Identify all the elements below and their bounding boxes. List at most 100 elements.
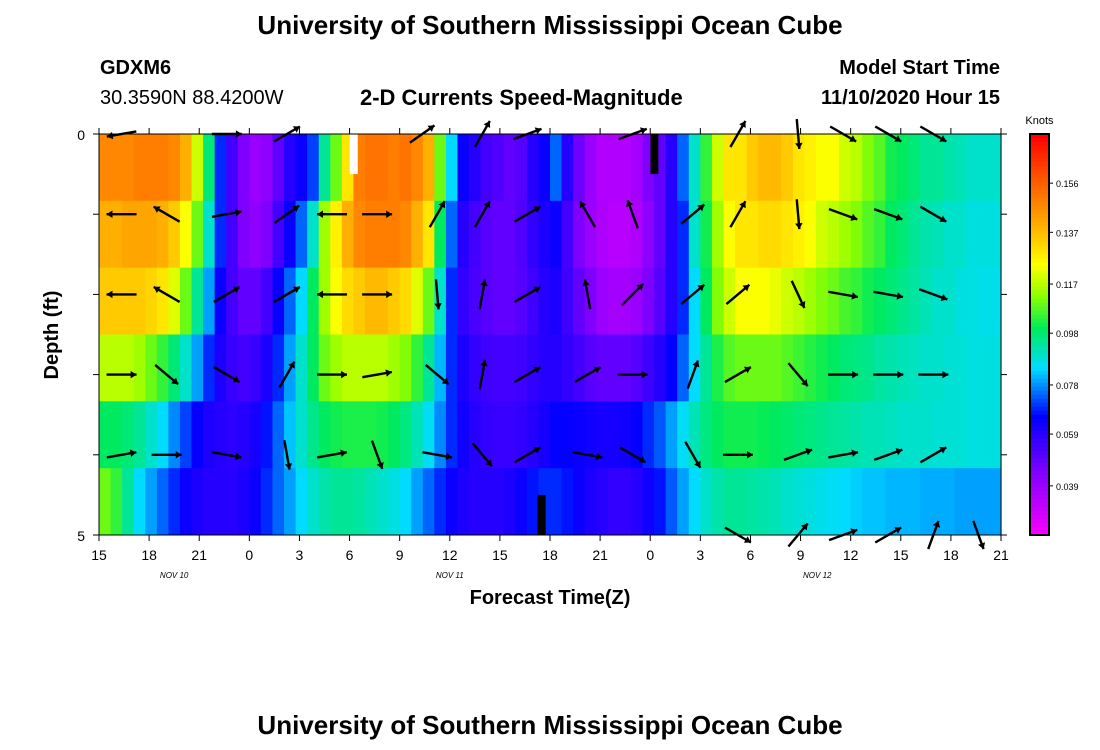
heatmap-cell: [260, 334, 274, 402]
heatmap-cell: [711, 334, 725, 402]
heatmap-cell: [295, 200, 308, 269]
vector-head: [694, 460, 701, 468]
current-vector: [617, 370, 648, 379]
heatmap-cell: [665, 200, 678, 269]
current-vector: [424, 364, 450, 386]
heatmap-cell: [885, 267, 898, 335]
heatmap-cell: [399, 200, 412, 269]
heatmap-cell: [353, 200, 366, 269]
heatmap-cell: [746, 334, 759, 402]
heatmap-cell: [561, 200, 574, 269]
colorbar-segment: [1030, 410, 1049, 416]
heatmap-cell: [110, 468, 123, 536]
colorbar-segment: [1030, 382, 1049, 388]
missing-data-marker: [349, 134, 358, 175]
heatmap-cell: [145, 267, 158, 335]
missing-data-markers: [349, 134, 659, 535]
heatmap-cell: [203, 267, 216, 335]
heatmap-cell: [792, 401, 806, 469]
heatmap-cell: [307, 134, 320, 202]
vector-head: [533, 286, 541, 294]
vector-head: [743, 366, 751, 374]
vector-head: [939, 447, 947, 454]
vector-head: [894, 527, 902, 534]
heatmap-cell: [307, 334, 320, 402]
colorbar-tick-label: 0.137: [1056, 228, 1079, 238]
heatmap-cell: [873, 267, 886, 335]
current-vector: [422, 451, 453, 461]
heatmap-cell: [272, 134, 285, 202]
heatmap-cell: [885, 134, 898, 202]
heatmap-cell: [295, 134, 308, 202]
heatmap-cell: [584, 200, 597, 269]
vector-head: [317, 210, 323, 218]
heatmap-cell: [353, 267, 366, 335]
heatmap-cell: [122, 200, 135, 269]
heatmap-cell: [827, 401, 840, 469]
current-vector: [273, 285, 301, 303]
heatmap-cell: [260, 134, 274, 202]
colorbar-segment: [1030, 306, 1049, 311]
colorbar-segment: [1030, 498, 1049, 504]
x-tick-label: 21: [993, 547, 1009, 563]
colorbar-segment: [1030, 190, 1049, 195]
current-vector: [317, 290, 348, 299]
heatmap-cell: [954, 134, 967, 202]
heatmap-cell: [966, 468, 979, 536]
heatmap-cell: [457, 468, 470, 536]
heatmap-cell: [873, 468, 886, 536]
heatmap-cell: [885, 334, 898, 402]
heatmap-cell: [503, 267, 516, 335]
heatmap-cell: [839, 334, 852, 402]
colorbar-segment: [1030, 198, 1049, 203]
heatmap-cell: [99, 468, 112, 536]
heatmap-cell: [873, 401, 886, 469]
heatmap-cell: [688, 468, 701, 536]
heatmap-cell: [966, 334, 979, 402]
vector-head: [480, 279, 488, 287]
heatmap-cell: [399, 401, 412, 469]
heatmap-cell: [862, 267, 875, 335]
heatmap-cell: [746, 401, 759, 469]
current-vector: [828, 207, 858, 221]
heatmap-cell: [781, 134, 794, 202]
heatmap-cell: [284, 267, 297, 335]
colorbar-frame: [1029, 133, 1050, 536]
heatmap-cell: [515, 200, 528, 269]
vector-head: [340, 449, 347, 457]
heatmap-cell: [561, 401, 574, 469]
current-vector: [317, 449, 347, 459]
colorbar-segment: [1030, 350, 1049, 356]
vector-head: [851, 449, 858, 457]
current-vector: [153, 205, 181, 223]
heatmap-cell: [203, 334, 216, 402]
vector-head: [896, 292, 904, 300]
current-vector: [680, 283, 706, 305]
vector-head: [639, 127, 647, 135]
heatmap-cell: [654, 401, 667, 469]
colorbar-segment: [1030, 426, 1049, 432]
heatmap-cell: [677, 401, 690, 469]
colorbar-segment: [1030, 214, 1049, 219]
heatmap-cell: [445, 134, 459, 202]
colorbar-segment: [1030, 514, 1049, 520]
vector-head: [743, 536, 751, 543]
heatmap-cell: [330, 468, 343, 536]
colorbar-segment: [1030, 250, 1049, 255]
heatmap-cell: [920, 468, 933, 536]
vector-head: [692, 360, 700, 368]
colorbar-segment: [1030, 398, 1049, 404]
current-vector: [729, 200, 747, 228]
current-vector: [513, 366, 542, 384]
heatmap-cell: [469, 267, 482, 335]
y-axis: 05: [77, 127, 1007, 544]
vector-head: [483, 201, 491, 209]
colorbar-segment: [1030, 142, 1049, 147]
heatmap-cell: [388, 200, 401, 269]
vector-head: [483, 121, 491, 129]
heatmap-cell: [700, 468, 713, 536]
current-vector: [317, 210, 348, 218]
heatmap-cell: [711, 267, 725, 335]
vector-head: [232, 375, 240, 383]
heatmap-cell: [156, 468, 169, 536]
